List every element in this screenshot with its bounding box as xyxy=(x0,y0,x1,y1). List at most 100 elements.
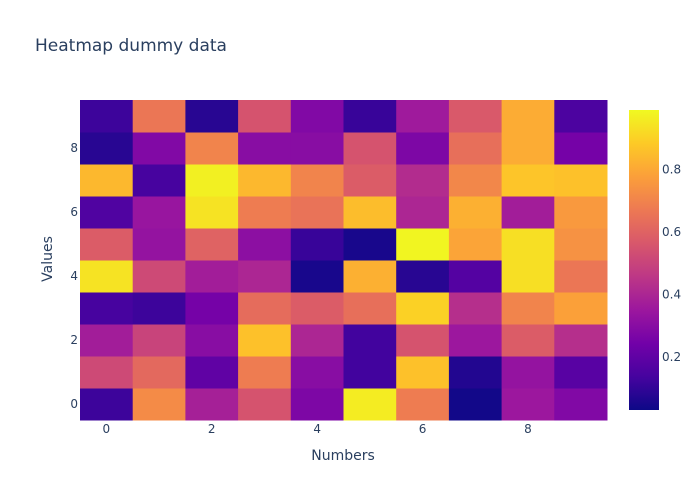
heatmap-cell xyxy=(185,196,239,229)
heatmap-cell xyxy=(501,356,555,389)
heatmap-cell xyxy=(238,356,292,389)
heatmap-cell xyxy=(396,196,450,229)
heatmap-cell xyxy=(132,388,186,421)
heatmap-cell xyxy=(448,356,503,389)
heatmap-cell xyxy=(396,164,450,197)
heatmap-cell xyxy=(396,132,450,165)
heatmap-cell xyxy=(185,100,239,133)
heatmap-cell xyxy=(343,100,397,133)
heatmap-cells xyxy=(80,100,608,421)
heatmap-cell xyxy=(396,388,450,421)
heatmap-cell xyxy=(132,260,186,293)
heatmap-cell xyxy=(554,100,608,133)
heatmap-cell xyxy=(448,100,503,133)
x-tick-label: 2 xyxy=(208,422,216,436)
heatmap-cell xyxy=(396,324,450,357)
heatmap-cell xyxy=(80,164,134,197)
heatmap-cell xyxy=(501,196,555,229)
heatmap-cell xyxy=(290,132,344,165)
heatmap-cell xyxy=(343,324,397,357)
heatmap-cell xyxy=(290,196,344,229)
heatmap-cell xyxy=(80,388,134,421)
heatmap-cell xyxy=(448,260,503,293)
heatmap-cell xyxy=(290,164,344,197)
heatmap-cell xyxy=(448,196,503,229)
heatmap-cell xyxy=(448,228,503,261)
colorbar xyxy=(629,110,659,410)
heatmap-cell xyxy=(554,132,608,165)
heatmap-cell xyxy=(238,324,292,357)
heatmap-cell xyxy=(80,324,134,357)
heatmap-cell xyxy=(501,324,555,357)
heatmap-cell xyxy=(343,260,397,293)
x-axis-label: Numbers xyxy=(311,448,375,464)
heatmap-cell xyxy=(448,388,503,421)
heatmap-cell xyxy=(185,132,239,165)
heatmap-cell xyxy=(554,292,608,325)
heatmap-cell xyxy=(554,324,608,357)
heatmap-cell xyxy=(185,292,239,325)
heatmap-cell xyxy=(185,324,239,357)
heatmap-cell xyxy=(185,388,239,421)
colorbar-tick-label: 0.4 xyxy=(662,287,681,301)
y-tick-label: 4 xyxy=(70,269,78,283)
heatmap-cell xyxy=(80,228,134,261)
heatmap-cell xyxy=(554,356,608,389)
y-tick-label: 2 xyxy=(70,333,78,347)
heatmap-cell xyxy=(343,388,397,421)
heatmap-cell xyxy=(80,100,134,133)
heatmap-cell xyxy=(554,196,608,229)
heatmap-cell xyxy=(448,164,503,197)
heatmap-cell xyxy=(132,292,186,325)
y-tick-label: 0 xyxy=(70,397,78,411)
heatmap-cell xyxy=(554,260,608,293)
heatmap-cell xyxy=(290,228,344,261)
heatmap-cell xyxy=(448,292,503,325)
heatmap-cell xyxy=(501,388,555,421)
heatmap-cell xyxy=(290,388,344,421)
heatmap-cell xyxy=(501,132,555,165)
heatmap-cell xyxy=(290,356,344,389)
colorbar-tick-label: 0.6 xyxy=(662,225,681,239)
heatmap-cell xyxy=(238,388,292,421)
heatmap-cell xyxy=(290,100,344,133)
heatmap-cell xyxy=(238,292,292,325)
heatmap-cell xyxy=(132,356,186,389)
heatmap-cell xyxy=(501,100,555,133)
heatmap-cell xyxy=(448,132,503,165)
colorbar-ticks: 0.2 0.4 0.6 0.8 xyxy=(662,162,681,364)
heatmap-cell xyxy=(343,228,397,261)
heatmap-cell xyxy=(343,292,397,325)
heatmap-cell xyxy=(80,356,134,389)
heatmap-cell xyxy=(554,164,608,197)
heatmap-cell xyxy=(80,132,134,165)
heatmap-cell xyxy=(132,132,186,165)
y-axis-label: Values xyxy=(40,236,56,282)
colorbar-tick-label: 0.2 xyxy=(662,350,681,364)
heatmap-cell xyxy=(185,164,239,197)
heatmap-cell xyxy=(80,260,134,293)
x-tick-label: 0 xyxy=(103,422,111,436)
heatmap-cell xyxy=(132,100,186,133)
y-axis-ticks: 0 2 4 6 8 xyxy=(70,141,78,411)
heatmap-cell xyxy=(290,292,344,325)
heatmap-cell xyxy=(185,356,239,389)
heatmap-cell xyxy=(554,388,608,421)
heatmap-cell xyxy=(396,228,450,261)
heatmap-cell xyxy=(80,196,134,229)
heatmap-cell xyxy=(554,228,608,261)
heatmap-cell xyxy=(238,228,292,261)
heatmap-cell xyxy=(343,196,397,229)
heatmap-cell xyxy=(343,164,397,197)
heatmap-cell xyxy=(396,292,450,325)
heatmap-cell xyxy=(501,228,555,261)
colorbar-tick-label: 0.8 xyxy=(662,162,681,176)
y-tick-label: 6 xyxy=(70,205,78,219)
heatmap-cell xyxy=(501,260,555,293)
heatmap-cell xyxy=(132,196,186,229)
heatmap-cell xyxy=(343,132,397,165)
x-axis-ticks: 0 2 4 6 8 xyxy=(103,422,532,436)
heatmap-cell xyxy=(238,100,292,133)
